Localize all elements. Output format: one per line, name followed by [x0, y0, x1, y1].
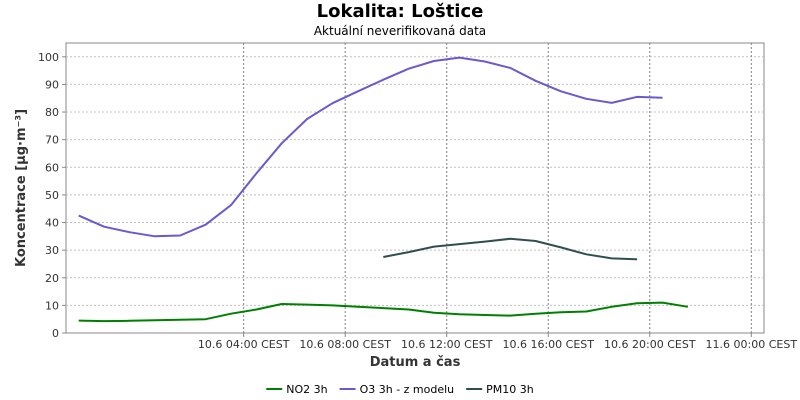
- x-tick-label: 10.6 20:00 CEST: [604, 338, 696, 351]
- y-tick-label: 70: [45, 134, 59, 147]
- legend-label: O3 3h - z modelu: [360, 383, 455, 396]
- y-tick-label: 10: [45, 299, 59, 312]
- y-tick-label: 60: [45, 161, 59, 174]
- legend-label: NO2 3h: [286, 383, 327, 396]
- x-axis-title: Datum a čas: [370, 355, 461, 370]
- y-tick-label: 90: [45, 78, 59, 91]
- legend-label: PM10 3h: [486, 383, 534, 396]
- y-tick-label: 50: [45, 189, 59, 202]
- legend-item: O3 3h - z modelu: [340, 383, 455, 396]
- plot-area: [66, 43, 764, 333]
- y-tick-label: 0: [52, 327, 59, 340]
- x-tick-label: 10.6 12:00 CEST: [401, 338, 493, 351]
- y-tick-label: 20: [45, 272, 59, 285]
- legend-item: NO2 3h: [266, 383, 327, 396]
- y-axis-title: Koncentrace [µg·m⁻³]: [14, 109, 29, 267]
- y-tick-label: 80: [45, 106, 59, 119]
- y-tick-label: 100: [38, 51, 59, 64]
- legend: NO2 3h O3 3h - z modelu PM10 3h: [266, 383, 534, 396]
- legend-item: PM10 3h: [466, 383, 534, 396]
- x-tick-label: 10.6 08:00 CEST: [299, 338, 391, 351]
- x-axis-ticks: 10.6 04:00 CEST 10.6 08:00 CEST 10.6 12:00…: [198, 333, 797, 351]
- y-tick-label: 30: [45, 244, 59, 257]
- y-tick-label: 40: [45, 217, 59, 230]
- y-axis-ticks: 0 10 20 30 40 50 60 70 80 90 100: [38, 51, 66, 340]
- x-tick-label: 10.6 16:00 CEST: [502, 338, 594, 351]
- x-tick-label: 10.6 04:00 CEST: [198, 338, 290, 351]
- x-tick-label: 11.6 00:00 CEST: [706, 338, 798, 351]
